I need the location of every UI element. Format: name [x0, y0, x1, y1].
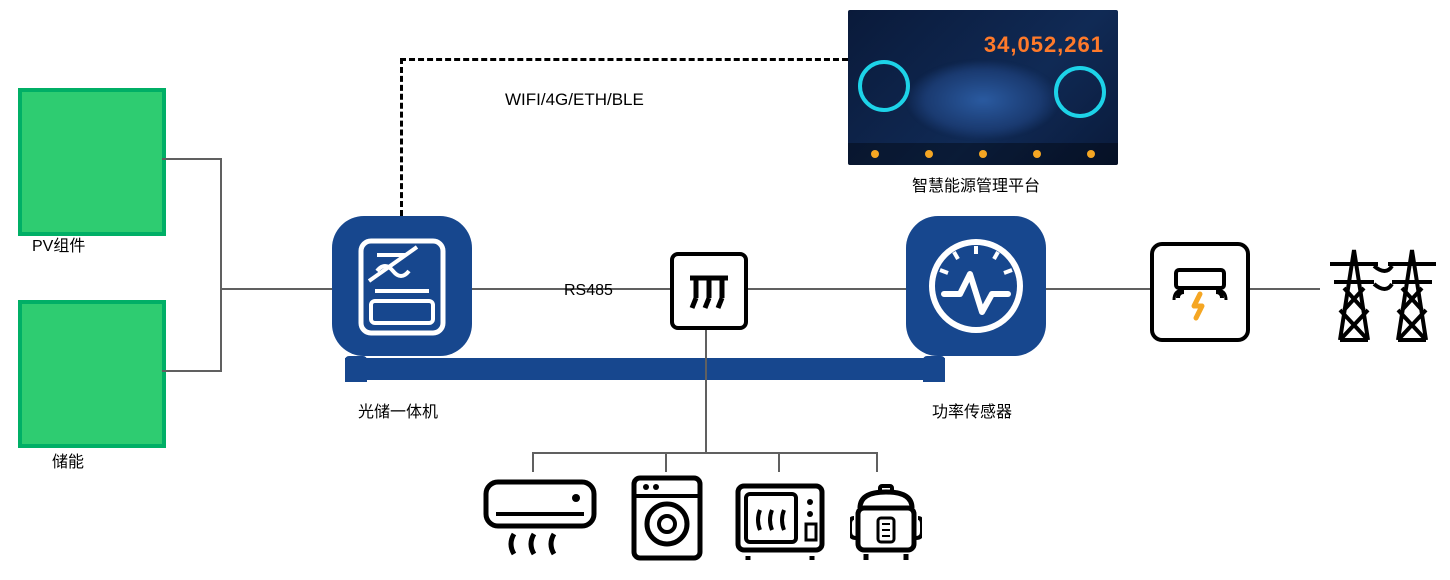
- pv-module-label-1: PV组件: [32, 232, 85, 256]
- microwave-icon: [732, 480, 828, 562]
- conn-pv-junction-vert: [220, 158, 222, 372]
- dashboard-gauge-right: [1054, 66, 1106, 118]
- storage-box: [18, 300, 166, 448]
- inverter-node: [332, 216, 472, 356]
- thick-bus-bar: [345, 358, 945, 380]
- ac-unit-icon: [480, 476, 600, 566]
- dashboard-label: 智慧能源管理平台: [912, 172, 1040, 196]
- conn-meter-to-em: [1046, 288, 1150, 290]
- breaker-node: [670, 252, 748, 330]
- thick-bus-left-post: [345, 356, 367, 382]
- dashboard-gauge-left: [858, 60, 910, 112]
- thick-bus-right-post: [923, 356, 945, 382]
- conn-load-drop-3: [778, 452, 780, 472]
- power-sensor-icon: [916, 226, 1036, 346]
- breaker-icon: [682, 264, 736, 318]
- electric-meter-node: [1150, 242, 1250, 342]
- conn-load-drop-2: [665, 452, 667, 472]
- rice-cooker-icon: [850, 482, 922, 562]
- conn-load-drop-4: [876, 452, 878, 472]
- conn-breaker-down: [705, 330, 707, 452]
- conn-breaker-to-meter: [748, 288, 906, 290]
- inverter-label: 光储一体机: [358, 398, 438, 422]
- conn-em-to-grid: [1250, 288, 1320, 290]
- power-sensor-node: [906, 216, 1046, 356]
- dashboard-number: 34,052,261: [984, 32, 1104, 58]
- conn-pv1-stub: [162, 158, 220, 160]
- conn-pv2-stub: [162, 370, 220, 372]
- rs485-label: RS485: [564, 282, 613, 300]
- conn-dashed-horiz: [400, 58, 848, 61]
- storage-label: 储能: [52, 448, 84, 472]
- dashboard-footer-bar: [848, 143, 1118, 165]
- conn-load-drop-1: [532, 452, 534, 472]
- conn-loads-bus: [532, 452, 876, 454]
- washer-icon: [628, 472, 706, 564]
- conn-junction-to-inverter: [220, 288, 332, 290]
- pv-module-box-1: [18, 88, 166, 236]
- conn-dashed-vert: [400, 58, 403, 216]
- wifi-label: WIFI/4G/ETH/BLE: [505, 90, 644, 110]
- power-sensor-label: 功率传感器: [932, 398, 1012, 422]
- dashboard-screenshot: 34,052,261: [848, 10, 1118, 165]
- grid-icon: [1320, 230, 1450, 350]
- inverter-icon: [347, 231, 457, 341]
- electric-meter-icon: [1164, 256, 1236, 328]
